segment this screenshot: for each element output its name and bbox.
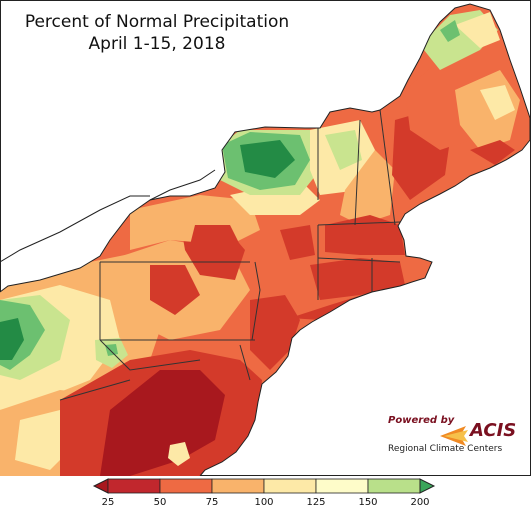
region-wv-wet xyxy=(105,344,118,356)
legend-tick-label: 150 xyxy=(358,497,378,508)
border-de xyxy=(239,344,251,381)
acis-logo: Powered by ACIS Regional Climate Centers xyxy=(384,414,517,458)
legend-tick-label: 200 xyxy=(410,497,430,508)
legend-tick-label: 75 xyxy=(205,497,219,508)
region-ma-dry xyxy=(325,215,405,255)
legend-tick-label: 50 xyxy=(153,497,167,508)
legend-box-5 xyxy=(367,478,421,494)
legend-arrow-low xyxy=(92,478,109,494)
map-title-line2: April 1-15, 2018 xyxy=(88,34,226,54)
border-nj-pa xyxy=(251,261,261,341)
border-md-va xyxy=(99,339,201,371)
legend-tick-label: 25 xyxy=(101,497,115,508)
border-ma-south xyxy=(317,257,401,263)
region-pa-south-dry xyxy=(150,265,200,315)
legend-box-4 xyxy=(315,478,369,494)
logo-name: ACIS xyxy=(470,420,517,441)
region-vermont-above xyxy=(325,130,362,170)
legend-tick-label: 100 xyxy=(254,497,274,508)
legend-arrow-high xyxy=(419,478,436,494)
legend-tick-label: 125 xyxy=(306,497,326,508)
legend-box-3 xyxy=(263,478,317,494)
precipitation-map xyxy=(0,0,531,476)
region-nj-dry xyxy=(250,295,300,370)
border-vt-nh xyxy=(354,119,361,226)
lake-ontario-shore xyxy=(149,169,216,201)
region-va-spot xyxy=(168,442,190,466)
region-maine-north-near xyxy=(455,12,500,48)
region-maine-north-wet xyxy=(440,20,460,42)
border-wv-va xyxy=(59,379,131,401)
region-ct-ri-dry xyxy=(310,258,405,300)
region-nh xyxy=(340,150,395,225)
region-maine-coast-spot xyxy=(470,140,515,165)
region-ny-east-dry xyxy=(280,225,315,260)
region-ny-central-dry xyxy=(190,225,240,255)
logo-subtitle: Regional Climate Centers xyxy=(388,444,503,454)
region-adirondack-very-wet xyxy=(240,140,295,178)
state-borders xyxy=(59,109,401,401)
border-ma-north xyxy=(317,221,401,226)
region-ohio-very-wet xyxy=(0,318,24,360)
region-maine-central xyxy=(405,60,480,150)
acis-swoosh-icon xyxy=(440,426,468,446)
legend-box-2 xyxy=(211,478,265,494)
legend-box-1 xyxy=(159,478,213,494)
border-nh-me xyxy=(379,109,396,226)
legend-box-0 xyxy=(107,478,161,494)
logo-powered-by: Powered by xyxy=(388,415,455,426)
lake-erie-shore xyxy=(0,195,150,263)
region-maine-near xyxy=(480,85,515,120)
color-legend xyxy=(92,478,436,494)
map-title-line1: Percent of Normal Precipitation xyxy=(24,12,290,32)
land-outline xyxy=(0,3,531,476)
region-mid-atlantic-very-dry xyxy=(100,370,225,476)
